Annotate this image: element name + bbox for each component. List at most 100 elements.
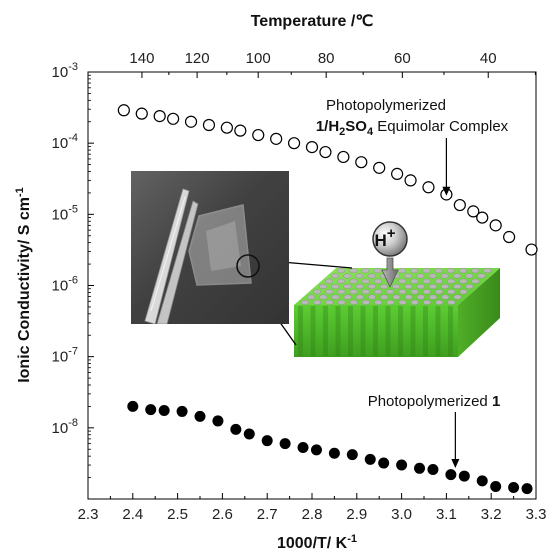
pore-dot bbox=[404, 294, 413, 300]
pore-dot bbox=[465, 284, 474, 290]
data-point-open bbox=[391, 167, 404, 180]
top-axis-ticks: 140 120 100 80 60 40 bbox=[129, 50, 536, 78]
channel-stripe bbox=[323, 306, 328, 356]
pore-dot bbox=[398, 299, 407, 305]
x-axis-title-sup: -1 bbox=[347, 533, 357, 545]
pore-dot bbox=[483, 268, 492, 274]
data-point-open bbox=[319, 145, 332, 159]
pore-dot bbox=[434, 268, 443, 274]
data-point-open bbox=[355, 156, 368, 169]
pore-dot bbox=[404, 284, 413, 290]
pore-dot bbox=[392, 284, 401, 290]
data-point-open bbox=[252, 128, 265, 142]
data-point-filled bbox=[127, 400, 139, 412]
data-point-open bbox=[467, 205, 480, 218]
data-point-filled bbox=[243, 428, 255, 440]
membrane-pore-dots bbox=[301, 268, 492, 305]
series-open-circles bbox=[117, 104, 538, 256]
film-piece bbox=[188, 204, 252, 286]
top-axis-title: Temperature /℃ bbox=[251, 13, 374, 30]
data-point-open bbox=[234, 124, 247, 137]
channel-stripe bbox=[335, 306, 341, 356]
pore-dot bbox=[355, 273, 364, 279]
data-point-filled bbox=[145, 404, 157, 416]
arrow-head-icon bbox=[451, 458, 460, 468]
pore-dot bbox=[410, 268, 419, 274]
pore-dot bbox=[404, 273, 413, 279]
pore-dot bbox=[313, 299, 322, 305]
proton-symbol: H+ bbox=[374, 225, 395, 250]
data-point-filled bbox=[521, 483, 533, 495]
pore-dot bbox=[325, 299, 334, 305]
pore-dot bbox=[477, 273, 486, 279]
arrow-head-icon bbox=[442, 186, 451, 196]
pore-dot bbox=[416, 273, 425, 279]
data-point-open bbox=[422, 181, 435, 194]
pore-dot bbox=[471, 278, 480, 284]
pore-dot bbox=[349, 268, 358, 274]
upper-annotation-line2: 1/H2SO4 Equimolar Complex bbox=[316, 118, 509, 138]
data-point-filled bbox=[212, 415, 224, 427]
top-tick-label: 140 bbox=[129, 50, 154, 67]
x-tick-label: 3.3 bbox=[526, 506, 547, 523]
pore-dot bbox=[423, 299, 432, 305]
data-point-filled bbox=[396, 459, 408, 471]
data-point-filled bbox=[328, 447, 340, 459]
pore-dot bbox=[374, 299, 383, 305]
pore-dot bbox=[367, 284, 376, 290]
pore-dot bbox=[319, 294, 328, 300]
data-point-filled bbox=[476, 475, 488, 487]
channel-stripe bbox=[385, 306, 391, 356]
data-point-filled bbox=[427, 463, 439, 475]
channel-stripe bbox=[435, 306, 441, 356]
membrane-front-face bbox=[294, 305, 458, 357]
y-tick-label: 10-7 bbox=[52, 346, 78, 366]
pore-dot bbox=[440, 273, 449, 279]
pore-dot bbox=[416, 284, 425, 290]
x-tick-label: 2.4 bbox=[122, 506, 143, 523]
pore-dot bbox=[380, 284, 389, 290]
y-tick-label: 10-3 bbox=[52, 61, 78, 81]
data-point-open bbox=[489, 219, 502, 232]
data-point-filled bbox=[279, 438, 291, 450]
pore-dot bbox=[374, 289, 383, 295]
x-tick-label: 2.3 bbox=[78, 506, 99, 523]
pore-dot bbox=[307, 294, 316, 300]
pore-dot bbox=[331, 294, 340, 300]
data-point-filled bbox=[445, 469, 457, 481]
pore-dot bbox=[337, 278, 346, 284]
pore-dot bbox=[422, 278, 431, 284]
lower-annotation-arrow bbox=[451, 412, 460, 468]
y-axis-title: Ionic Conductivity/ S cm-1 bbox=[14, 187, 33, 383]
pore-dot bbox=[373, 268, 382, 274]
pore-dot bbox=[410, 278, 419, 284]
series-filled-circles bbox=[127, 400, 533, 495]
channel-stripe bbox=[310, 306, 316, 356]
pore-dot bbox=[398, 278, 407, 284]
x-tick-label: 3.1 bbox=[436, 506, 457, 523]
data-point-open bbox=[167, 112, 180, 125]
membrane-photo bbox=[131, 171, 289, 324]
data-point-filled bbox=[194, 410, 206, 422]
data-point-filled bbox=[230, 423, 242, 435]
channel-stripe bbox=[448, 306, 453, 356]
pore-dot bbox=[361, 268, 370, 274]
x-axis-title: 1000/T/ K-1 bbox=[277, 533, 357, 552]
pore-dot bbox=[447, 289, 456, 295]
y-tick-label: 10-4 bbox=[52, 132, 78, 152]
top-tick-label: 120 bbox=[185, 50, 210, 67]
pore-dot bbox=[319, 284, 328, 290]
pore-dot bbox=[398, 289, 407, 295]
channel-stripe bbox=[398, 306, 403, 356]
bottom-axis-ticks: 2.3 2.4 2.5 2.6 2.7 2.8 2.9 3.0 3.1 3.2 3.3 bbox=[78, 493, 547, 523]
pore-dot bbox=[459, 289, 468, 295]
data-point-filled bbox=[297, 441, 309, 453]
x-tick-label: 2.9 bbox=[346, 506, 367, 523]
zoom-circle bbox=[236, 254, 260, 278]
pore-dot bbox=[337, 268, 346, 274]
pore-dot bbox=[367, 273, 376, 279]
pore-dot bbox=[325, 278, 334, 284]
membrane-illustration bbox=[294, 268, 500, 357]
top-tick-label: 100 bbox=[246, 50, 271, 67]
